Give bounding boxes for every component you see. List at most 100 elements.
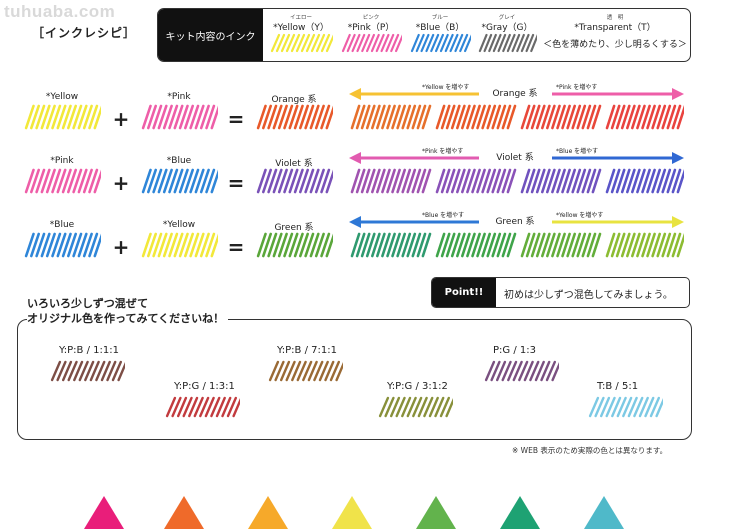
ink-stroke bbox=[24, 232, 101, 258]
recipe-result-swatch bbox=[256, 104, 333, 130]
recipe-input-b-label: *Yellow bbox=[162, 220, 196, 230]
arrow-left-icon bbox=[349, 152, 479, 164]
ink-stroke bbox=[24, 104, 101, 130]
ink-stroke bbox=[141, 168, 218, 194]
ink-stroke bbox=[268, 360, 343, 382]
point-message: 初めは少しずつ混色してみましょう。 bbox=[504, 290, 673, 301]
recipe-result-label: Orange 系 bbox=[271, 95, 317, 105]
plus-sign: + bbox=[112, 171, 130, 195]
kit-ink-ruby: イエロー bbox=[290, 15, 312, 21]
mix-sample-ratio: P:G / 1:3 bbox=[493, 345, 536, 356]
plus-sign: + bbox=[112, 235, 130, 259]
arrow-head bbox=[349, 152, 361, 164]
mix-sample-swatch bbox=[165, 396, 240, 418]
color-swatch-triangle bbox=[500, 496, 540, 529]
ink-stroke bbox=[520, 232, 602, 258]
equals-sign: = bbox=[227, 107, 245, 131]
kit-ink-transparent: 透 明 *Transparent（T） ＜色を薄めたり、少し明るくする＞ bbox=[542, 13, 688, 50]
gradient-swatch bbox=[605, 168, 684, 194]
point-label: Point!! bbox=[432, 278, 496, 307]
recipe-result-swatch bbox=[256, 232, 333, 258]
kit-ink-blue: ブルー *Blue（B） bbox=[407, 13, 473, 56]
gradient-swatch bbox=[605, 104, 684, 130]
page-title: ［インクレシピ］ bbox=[32, 26, 137, 40]
recipe-input-a-swatch bbox=[24, 168, 101, 194]
arrow-left-hint: *Pink を増やす bbox=[422, 148, 464, 155]
recipe-input-a-swatch bbox=[24, 232, 101, 258]
kit-ink-swatch bbox=[270, 33, 336, 53]
ink-stroke bbox=[588, 396, 663, 418]
recipe-input-b-label: *Blue bbox=[166, 156, 192, 166]
recipe-input-a-label: *Yellow bbox=[45, 92, 79, 102]
kit-ink-ruby: ブルー bbox=[431, 15, 449, 21]
mix-sample-ratio: T:B / 5:1 bbox=[597, 381, 639, 392]
bottom-color-swatches bbox=[84, 496, 624, 529]
arrow-right-hint: *Pink を増やす bbox=[556, 84, 598, 91]
ink-stroke bbox=[520, 104, 602, 130]
mix-sample-swatch bbox=[268, 360, 343, 382]
arrow-right-icon bbox=[552, 88, 684, 100]
ink-stroke bbox=[605, 104, 684, 130]
arrow-left-hint: *Yellow を増やす bbox=[422, 84, 470, 91]
equals-sign: = bbox=[227, 171, 245, 195]
ink-stroke bbox=[165, 396, 240, 418]
arrow-head bbox=[349, 216, 361, 228]
color-swatch-triangle bbox=[416, 496, 456, 529]
arrow-right-hint: *Blue を増やす bbox=[556, 148, 599, 155]
kit-ink-ruby: 透 明 bbox=[606, 15, 624, 21]
plus-sign: + bbox=[112, 107, 130, 131]
ink-stroke bbox=[341, 33, 404, 53]
recipe-input-a-label: *Pink bbox=[50, 156, 74, 166]
recipe-input-b-swatch bbox=[141, 104, 218, 130]
kit-ink-swatch bbox=[478, 33, 539, 53]
kit-ink-ruby: ピンク bbox=[362, 15, 380, 21]
recipe-result-swatch bbox=[256, 168, 333, 194]
ink-stroke bbox=[435, 104, 517, 130]
ink-stroke bbox=[256, 168, 333, 194]
color-swatch-triangle bbox=[584, 496, 624, 529]
equals-sign: = bbox=[227, 235, 245, 259]
gradient-swatch bbox=[435, 104, 517, 130]
ink-stroke bbox=[256, 232, 333, 258]
gradient-swatch bbox=[350, 232, 432, 258]
arrow-left-icon bbox=[349, 216, 479, 228]
arrow-left-icon bbox=[349, 88, 479, 100]
kit-ink-name: *Blue（B） bbox=[415, 23, 465, 33]
ink-stroke bbox=[410, 33, 473, 53]
ink-stroke bbox=[50, 360, 125, 382]
ink-stroke bbox=[24, 168, 101, 194]
kit-ink-name: *Gray（G） bbox=[481, 23, 533, 33]
arrow-left-hint: *Blue を増やす bbox=[422, 212, 465, 219]
kit-ink-name: *Transparent（T） bbox=[574, 23, 656, 33]
color-swatch-triangle bbox=[248, 496, 288, 529]
gradient-swatch bbox=[350, 168, 432, 194]
kit-ink-swatch bbox=[410, 33, 473, 53]
color-disclaimer-note: ※ WEB 表示のため実際の色とは異なります。 bbox=[512, 446, 668, 455]
mix-sample-swatch bbox=[588, 396, 663, 418]
gradient-swatch bbox=[435, 232, 517, 258]
kit-contents-box: キット内容のインク イエロー *Yellow（Y） ピンク *Pink（P） ブ… bbox=[157, 8, 691, 62]
color-swatch-triangle bbox=[332, 496, 372, 529]
gradient-center-label: Orange 系 bbox=[492, 89, 538, 99]
ink-stroke bbox=[435, 232, 517, 258]
ink-stroke bbox=[141, 104, 218, 130]
kit-ink-pink: ピンク *Pink（P） bbox=[338, 13, 404, 56]
mix-sample-ratio: Y:P:G / 1:3:1 bbox=[174, 381, 235, 392]
arrow-head bbox=[672, 216, 684, 228]
recipe-input-b-swatch bbox=[141, 232, 218, 258]
kit-ink-swatch bbox=[341, 33, 404, 53]
arrow-right-icon bbox=[552, 216, 684, 228]
gradient-swatch bbox=[520, 104, 602, 130]
ink-stroke bbox=[484, 360, 559, 382]
ink-stroke bbox=[350, 232, 432, 258]
arrow-head bbox=[672, 152, 684, 164]
kit-ink-name: *Pink（P） bbox=[347, 23, 395, 33]
gradient-swatch-strip bbox=[350, 168, 684, 194]
gradient-swatch bbox=[350, 104, 432, 130]
recipe-result-label: Violet 系 bbox=[275, 159, 313, 169]
gradient-swatch-strip bbox=[350, 104, 684, 130]
mix-sample-ratio: Y:P:G / 3:1:2 bbox=[387, 381, 448, 392]
mix-sample-swatch bbox=[378, 396, 453, 418]
gradient-swatch bbox=[520, 168, 602, 194]
arrow-head bbox=[672, 88, 684, 100]
